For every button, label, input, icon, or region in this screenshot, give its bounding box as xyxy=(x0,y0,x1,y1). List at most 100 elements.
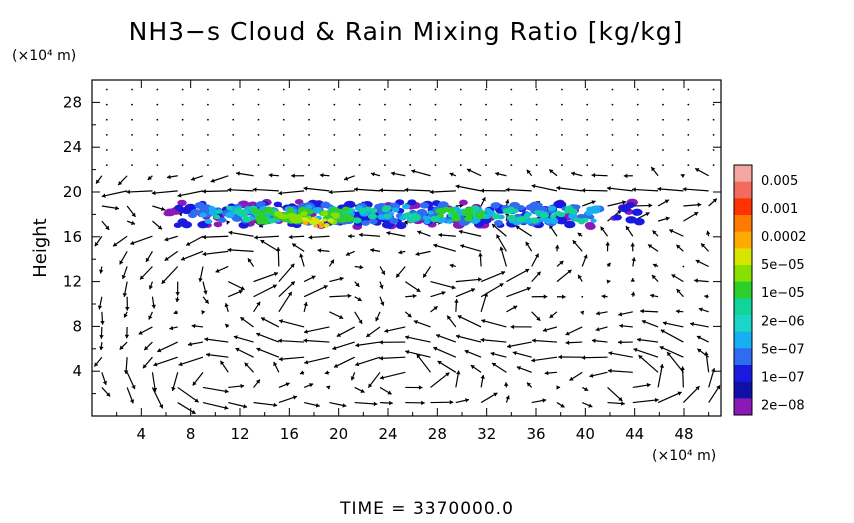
cloud-cell xyxy=(313,224,318,227)
wind-vector-dot xyxy=(333,104,335,106)
colorbar-swatch xyxy=(734,232,752,249)
wind-vector-dot xyxy=(156,89,158,91)
wind-vector-dot xyxy=(207,104,209,106)
wind-vector-dot xyxy=(359,164,361,166)
wind-vector xyxy=(582,357,608,358)
wind-vector-dot xyxy=(308,149,310,151)
wind-vector-dot xyxy=(713,89,715,91)
cloud-cell xyxy=(225,212,235,218)
wind-vector-dot xyxy=(384,149,386,151)
cloud-cell xyxy=(512,209,518,213)
wind-vector-dot xyxy=(612,89,614,91)
wind-vector-dot xyxy=(612,149,614,151)
wind-vector-dot xyxy=(156,119,158,121)
cloud-cell xyxy=(626,202,635,208)
colorbar-swatch xyxy=(734,315,752,332)
cloud-cell xyxy=(261,219,269,224)
cloud-cell xyxy=(191,209,201,216)
cloud-cell xyxy=(577,218,586,224)
wind-vector-dot xyxy=(435,149,437,151)
cloud-cell xyxy=(327,218,334,223)
wind-vector-dot xyxy=(612,119,614,121)
colorbar-label: 5e−07 xyxy=(761,342,805,357)
cloud-cell xyxy=(534,210,540,214)
cloud-cell xyxy=(523,214,530,219)
cloud-cell xyxy=(309,220,316,225)
cloud-cell xyxy=(613,214,622,220)
wind-vector-dot xyxy=(308,119,310,121)
cloud-cell xyxy=(264,208,271,212)
colorbar-swatch xyxy=(734,332,752,349)
y-tick-label: 24 xyxy=(63,138,82,156)
cloud-cell xyxy=(254,216,261,221)
wind-vector-dot xyxy=(131,164,133,166)
wind-vector-dot xyxy=(687,104,689,106)
wind-vector-dot xyxy=(536,104,538,106)
colorbar-swatch xyxy=(734,198,752,215)
wind-vector-dot xyxy=(662,104,664,106)
colorbar: 0.0050.0010.00025e−051e−052e−065e−071e−0… xyxy=(734,165,807,416)
wind-vector-dot xyxy=(131,104,133,106)
wind-vector-dot xyxy=(409,89,411,91)
cloud-cell xyxy=(344,201,353,207)
wind-vector-dot xyxy=(207,134,209,136)
cloud-cell xyxy=(452,212,459,217)
wind-vector-dot xyxy=(637,134,639,136)
wind-vector-dot xyxy=(561,104,563,106)
wind-vector-dot xyxy=(612,104,614,106)
cloud-cell xyxy=(530,217,539,223)
wind-vector-dot xyxy=(131,149,133,151)
wind-vector-dot xyxy=(637,164,639,166)
wind-vector-dot xyxy=(182,89,184,91)
y-unit-label: (×10⁴ m) xyxy=(12,48,76,64)
cloud-cell xyxy=(544,218,553,224)
cloud-cell xyxy=(465,212,474,218)
cloud-cell xyxy=(564,221,575,229)
wind-vector-dot xyxy=(460,164,462,166)
wind-vector-dot xyxy=(510,104,512,106)
colorbar-swatch xyxy=(734,215,752,232)
wind-vector-dot xyxy=(662,149,664,151)
wind-vector-dot xyxy=(485,134,487,136)
wind-vector-dot xyxy=(106,104,108,106)
cloud-cell xyxy=(321,211,329,216)
wind-vector xyxy=(582,190,608,191)
colorbar-label: 1e−07 xyxy=(761,370,805,385)
y-tick-label: 28 xyxy=(63,93,82,111)
cloud-cell xyxy=(361,220,370,226)
cloud-cell xyxy=(548,205,557,211)
x-tick-label: 40 xyxy=(576,425,595,443)
wind-vector-dot xyxy=(662,134,664,136)
wind-vector-dot xyxy=(435,164,437,166)
wind-vector-dot xyxy=(207,89,209,91)
wind-vector-dot xyxy=(485,89,487,91)
wind-vector-dot xyxy=(561,119,563,121)
colorbar-label: 0.005 xyxy=(761,174,798,189)
wind-vector-dot xyxy=(131,134,133,136)
wind-vector-dot xyxy=(713,119,715,121)
wind-vector-dot xyxy=(207,164,209,166)
wind-vector-dot xyxy=(662,89,664,91)
wind-vector-dot xyxy=(232,134,234,136)
x-tick-label: 4 xyxy=(137,425,147,443)
wind-vector-dot xyxy=(586,134,588,136)
wind-vector-dot xyxy=(106,149,108,151)
wind-vector-dot xyxy=(283,89,285,91)
cloud-cell xyxy=(319,225,324,228)
colorbar-swatch xyxy=(734,265,752,282)
wind-vector-dot xyxy=(131,119,133,121)
cloud-cell xyxy=(311,217,316,220)
wind-vector-dot xyxy=(713,164,715,166)
wind-vector-dot xyxy=(561,164,563,166)
wind-vector-dot xyxy=(637,149,639,151)
cloud-cell xyxy=(585,210,594,216)
colorbar-label: 2e−06 xyxy=(761,314,805,329)
wind-vector-dot xyxy=(409,104,411,106)
cloud-cell xyxy=(437,213,444,218)
wind-vector-dot xyxy=(687,149,689,151)
wind-vector-dot xyxy=(308,104,310,106)
cloud-cell xyxy=(407,217,416,223)
wind-vector-dot xyxy=(258,104,260,106)
wind-vector-dot xyxy=(460,89,462,91)
